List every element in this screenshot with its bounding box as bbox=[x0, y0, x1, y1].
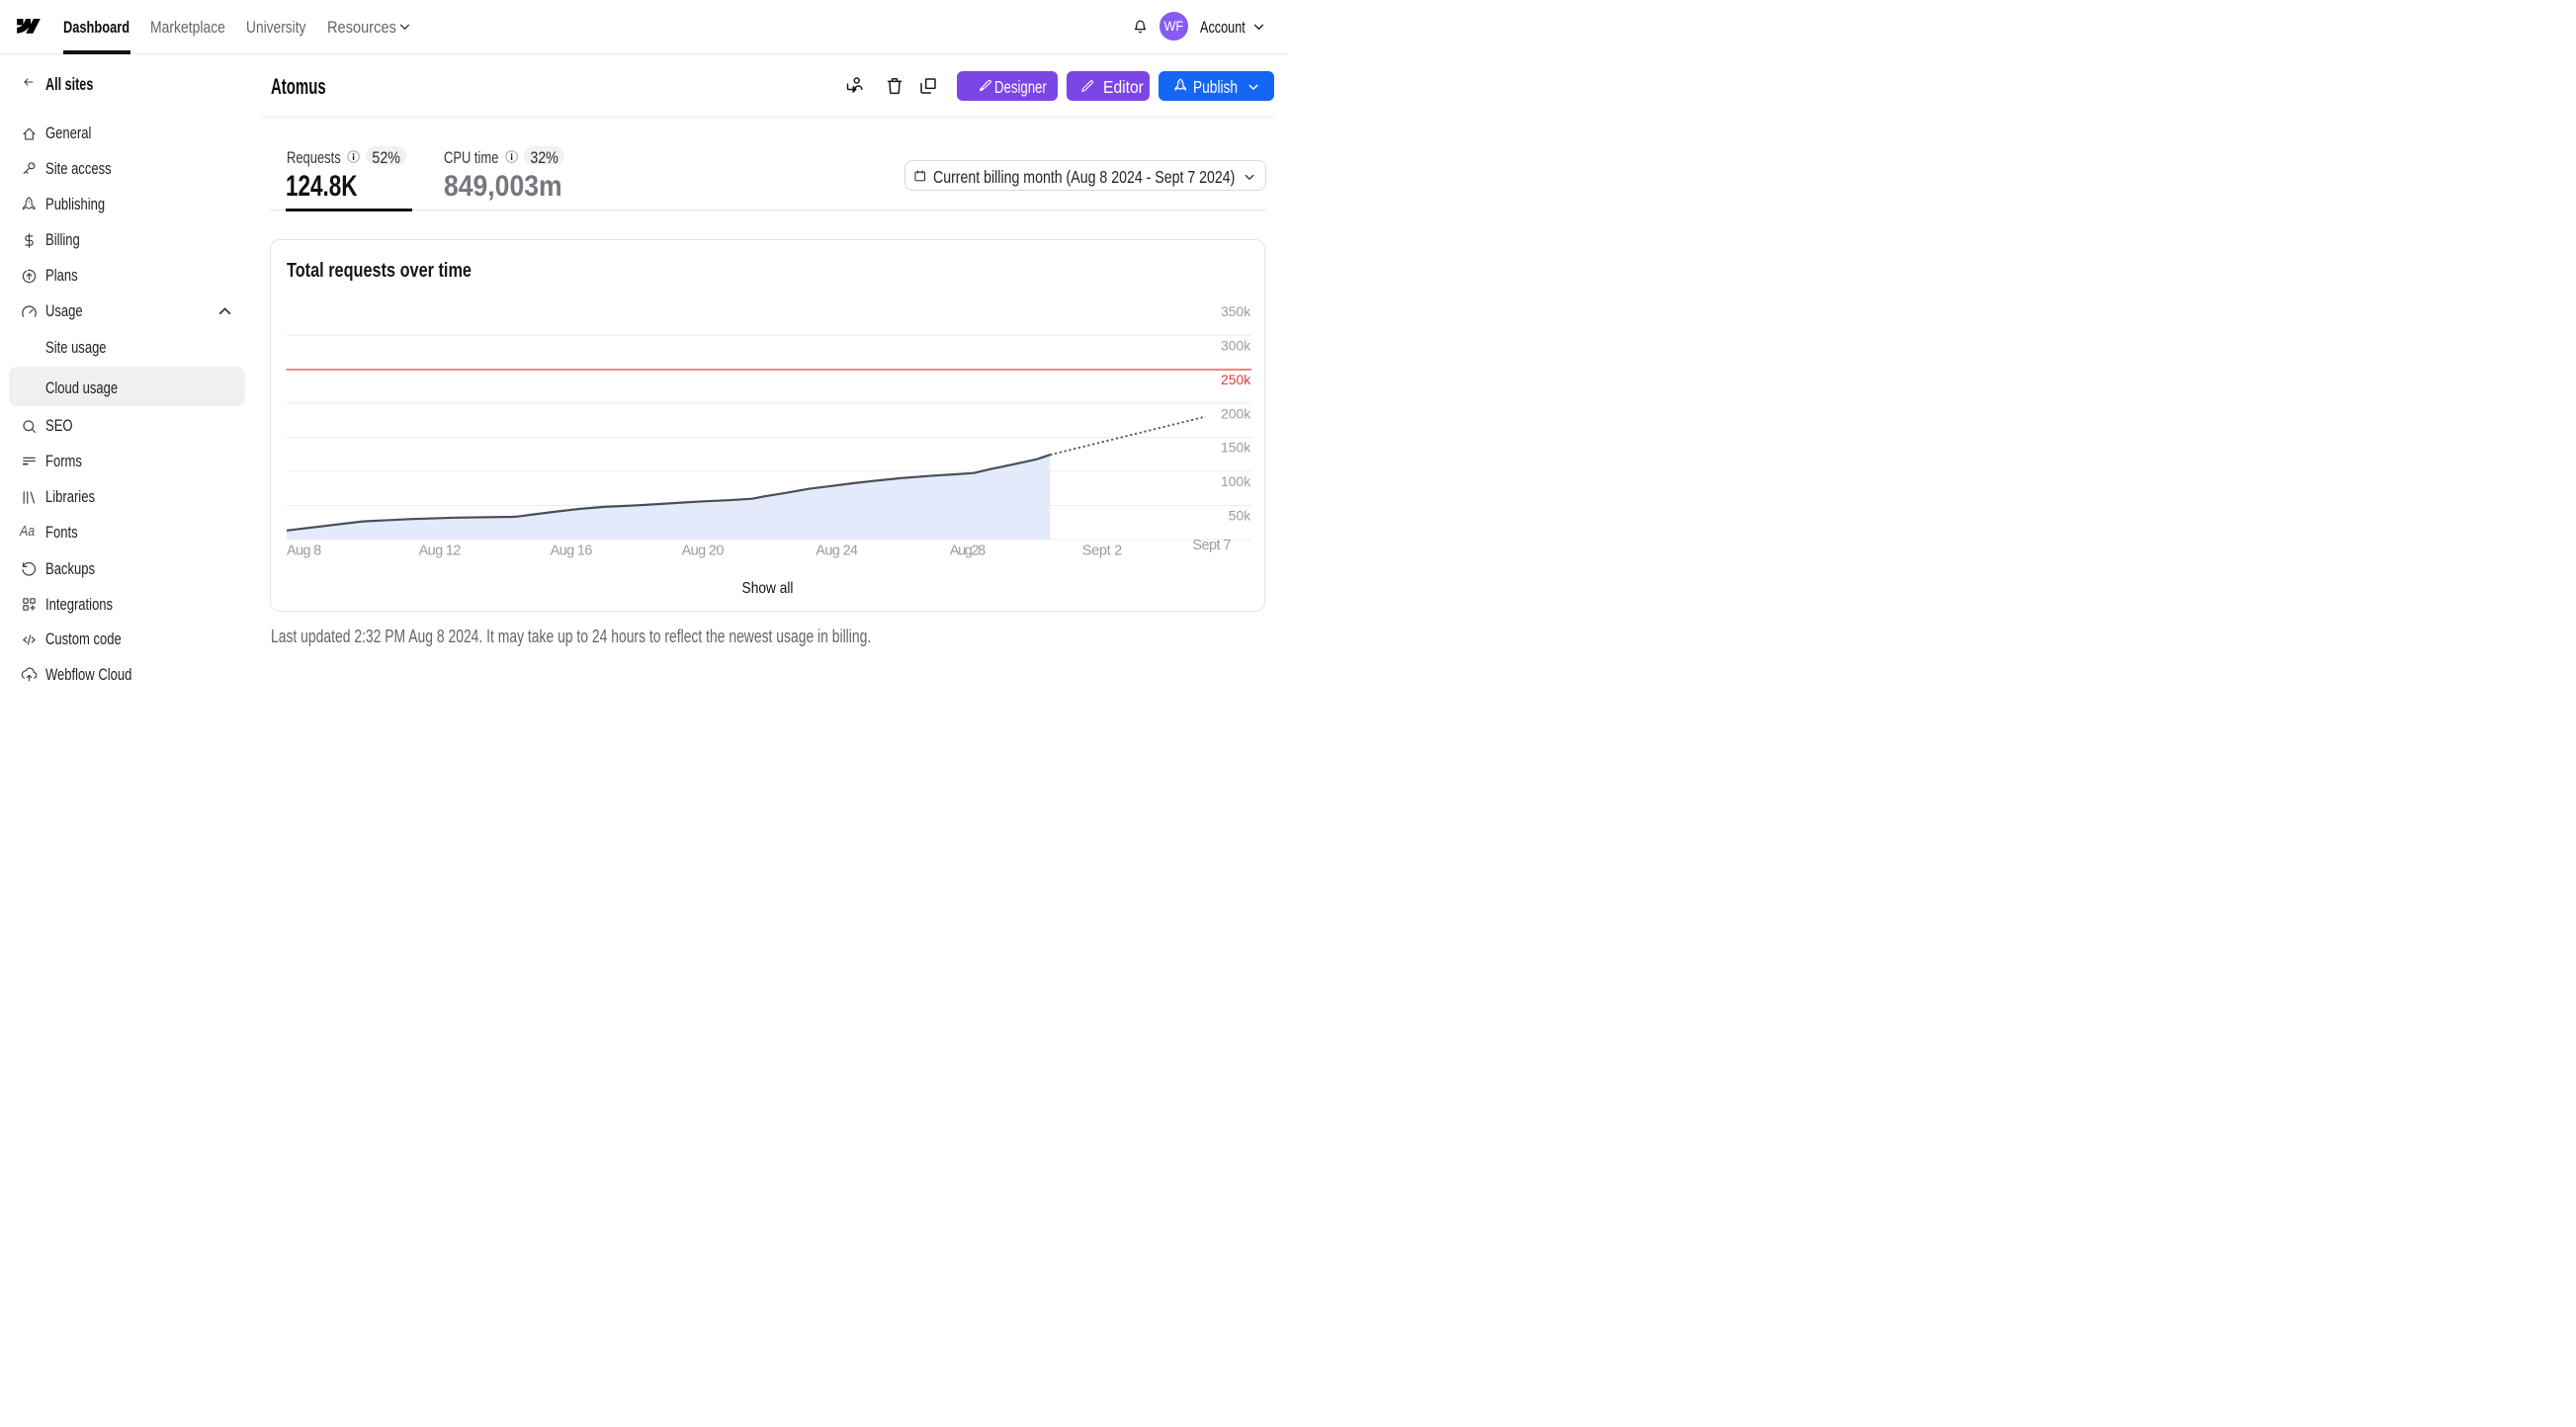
svg-text:100k: 100k bbox=[1221, 473, 1251, 489]
svg-text:350k: 350k bbox=[1221, 303, 1251, 319]
svg-text:Aug 20: Aug 20 bbox=[682, 543, 725, 558]
svg-text:200k: 200k bbox=[1221, 405, 1251, 421]
svg-text:50k: 50k bbox=[1229, 507, 1252, 523]
svg-text:Sept 2: Sept 2 bbox=[1082, 543, 1122, 558]
svg-text:250k: 250k bbox=[1221, 371, 1251, 386]
svg-text:Aug 16: Aug 16 bbox=[551, 543, 593, 558]
svg-text:Aug 24: Aug 24 bbox=[816, 543, 858, 558]
svg-text:Aug 8: Aug 8 bbox=[287, 543, 321, 558]
svg-text:Aug 12: Aug 12 bbox=[419, 543, 462, 558]
svg-text:300k: 300k bbox=[1221, 337, 1251, 353]
svg-text:Sept 7: Sept 7 bbox=[1192, 538, 1231, 553]
svg-text:150k: 150k bbox=[1221, 439, 1251, 455]
svg-text:Aug28: Aug28 bbox=[950, 543, 986, 558]
